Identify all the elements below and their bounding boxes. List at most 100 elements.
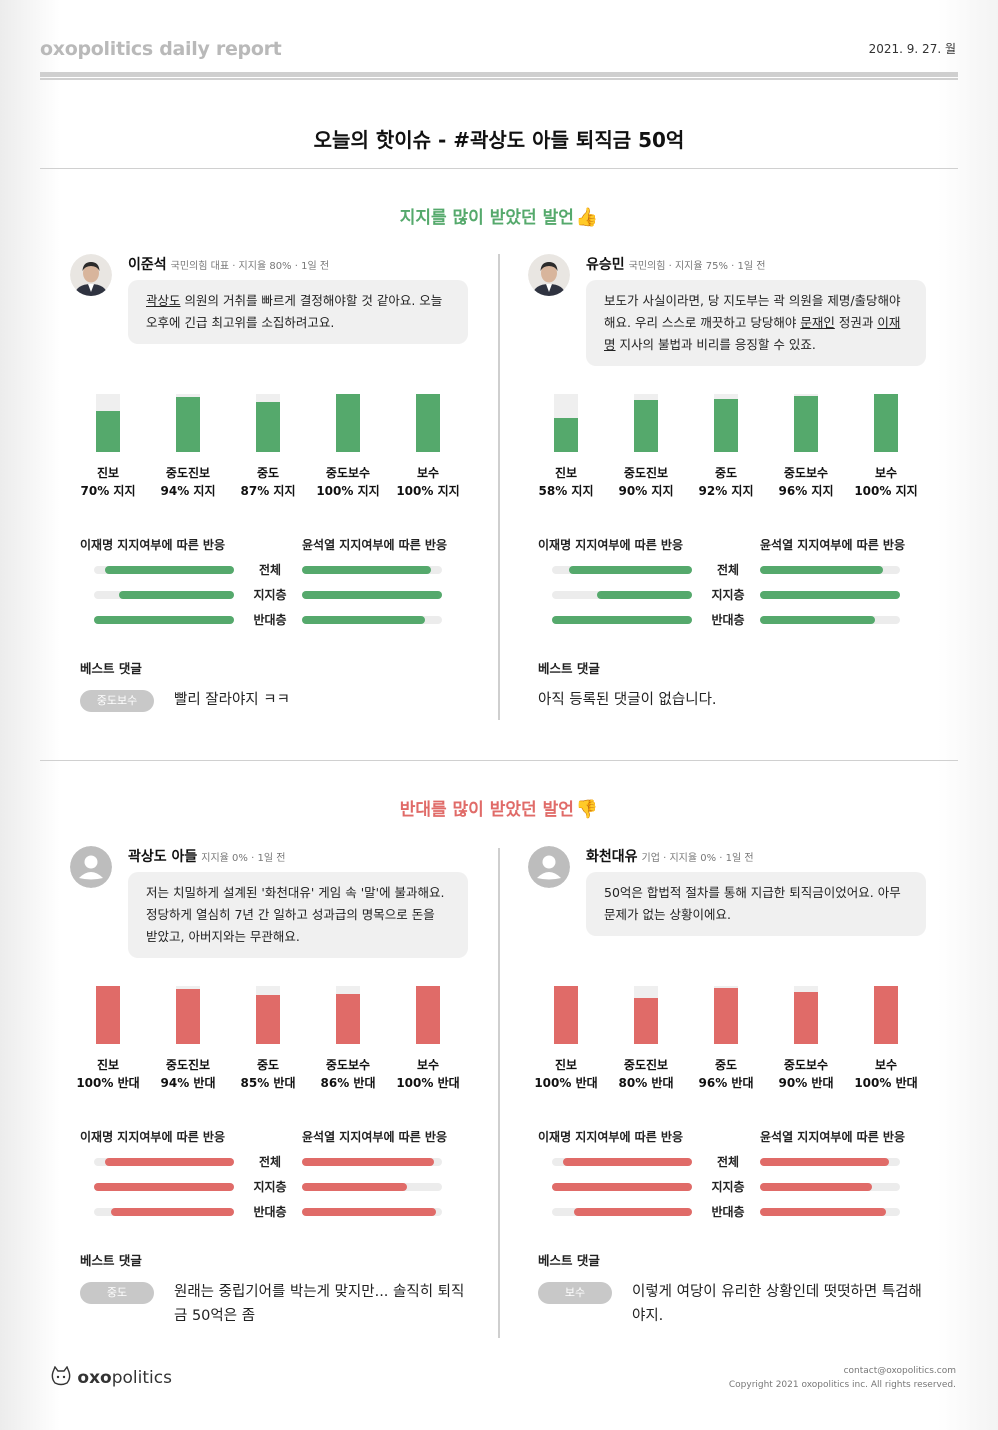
quote-bubble: 보도가 사실이라면, 당 지도부는 곽 의원을 제명/출당해야 해요. 우리 스…: [586, 280, 926, 366]
bar-label: 진보 100% 반대: [68, 1056, 148, 1092]
bar-value: 70% 지지: [80, 484, 136, 498]
yoon-reaction-title: 윤석열 지지여부에 따른 반응: [302, 538, 448, 552]
bar-group: 중도: [256, 1058, 280, 1072]
lee-reaction-title: 이재명 지지여부에 따른 반응: [80, 1130, 226, 1144]
lee-reaction-title: 이재명 지지여부에 따른 반응: [80, 538, 226, 552]
quote-keyword[interactable]: 이재명: [604, 315, 901, 352]
speaker-name[interactable]: 화천대유: [586, 849, 638, 865]
lee-reaction-title: 이재명 지지여부에 따른 반응: [538, 538, 684, 552]
bar-label: 보수 100% 지지: [388, 464, 468, 500]
bar-group: 중도보수: [325, 466, 371, 480]
bar-label: 중도보수 100% 지지: [308, 464, 388, 500]
reaction-row-label: 지지층: [253, 1180, 287, 1194]
bar-fill: [714, 988, 738, 1044]
bar-track: [256, 986, 280, 1044]
reaction-row-label: 반대층: [711, 613, 745, 627]
footer-logo[interactable]: oxopolitics: [50, 1365, 172, 1388]
lee-reaction-fill: [105, 566, 234, 574]
lee-reaction-bar: [552, 1208, 692, 1216]
yoon-reaction-bar: [760, 1208, 900, 1216]
bar-track: [874, 394, 898, 452]
yoon-reaction-fill: [302, 1158, 434, 1166]
speaker-name[interactable]: 곽상도 아들: [128, 849, 198, 865]
support-section-label: 지지를 많이 받았던 발언: [399, 208, 574, 228]
lee-reaction-bar: [552, 1158, 692, 1166]
bar-group: 진보: [96, 1058, 120, 1072]
title-divider: [40, 168, 958, 169]
bar-value: 100% 지지: [316, 484, 380, 498]
bar-track: [714, 986, 738, 1044]
bar-fill: [416, 986, 440, 1044]
lee-reaction-title: 이재명 지지여부에 따른 반응: [538, 1130, 684, 1144]
bar-track: [554, 986, 578, 1044]
lee-reaction-fill: [596, 591, 692, 599]
yoon-reaction-fill: [302, 1183, 407, 1191]
reaction-row-label: 지지층: [711, 588, 745, 602]
bar-label: 진보 70% 지지: [68, 464, 148, 500]
bar-label: 보수 100% 반대: [388, 1056, 468, 1092]
yoon-reaction-fill: [760, 566, 884, 574]
best-comment-title: 베스트 댓글: [80, 661, 142, 676]
no-comment-text: 아직 등록된 댓글이 없습니다.: [538, 692, 717, 708]
bar-value: 90% 지지: [618, 484, 674, 498]
lee-reaction-fill: [110, 1208, 234, 1216]
yoon-reaction-title: 윤석열 지지여부에 따른 반응: [302, 1130, 448, 1144]
reaction-row-label: 반대층: [253, 613, 287, 627]
header-divider: [40, 72, 958, 80]
yoon-reaction-fill: [760, 1158, 889, 1166]
comment-tag-badge: 보수: [538, 1282, 612, 1304]
speaker-name[interactable]: 이준석: [128, 257, 167, 273]
yoon-reaction-title: 윤석열 지지여부에 따른 반응: [760, 1130, 906, 1144]
lee-reaction-bar: [94, 591, 234, 599]
bar-value: 100% 반대: [396, 1076, 460, 1090]
best-comment-text: 원래는 중립기어를 박는게 맞지만... 솔직히 퇴직금 50억은 좀: [174, 1284, 465, 1324]
speaker-meta: 국민의힘 · 지지율 75% · 1일 전: [628, 261, 766, 272]
bar-label: 중도 92% 지지: [686, 464, 766, 500]
bar-group: 보수: [416, 466, 440, 480]
bar-track: [634, 986, 658, 1044]
quote-keyword[interactable]: 문재인: [800, 315, 835, 330]
quote-bubble: 저는 치밀하게 설계된 '화천대유' 게임 속 '말'에 불과해요. 정당하게 …: [128, 872, 468, 958]
bar-track: [96, 986, 120, 1044]
speaker-meta: 기업 · 지지율 0% · 1일 전: [641, 853, 754, 864]
yoon-reaction-fill: [760, 591, 900, 599]
bar-fill: [336, 394, 360, 452]
bar-track: [554, 394, 578, 452]
bar-fill: [714, 398, 738, 452]
bar-group: 보수: [874, 1058, 898, 1072]
reaction-row-label: 지지층: [711, 1180, 745, 1194]
lee-reaction-bar: [94, 566, 234, 574]
page-title: 오늘의 핫이슈 - #곽상도 아들 퇴직금 50억: [313, 128, 685, 152]
bar-track: [336, 986, 360, 1044]
bar-fill: [96, 986, 120, 1044]
comment-tag-badge: 중도: [80, 1282, 154, 1304]
copyright-text: Copyright 2021 oxopolitics inc. All righ…: [728, 1380, 956, 1390]
bar-track: [336, 394, 360, 452]
bar-value: 100% 반대: [534, 1076, 598, 1090]
lee-reaction-bar: [94, 616, 234, 624]
thumbs-down-icon: 👎: [575, 799, 599, 820]
reaction-row-label: 반대층: [253, 1205, 287, 1219]
oppose-section-label: 반대를 많이 받았던 발언: [399, 800, 574, 820]
bar-value: 100% 지지: [396, 484, 460, 498]
quote-text: 저는 치밀하게 설계된 '화천대유' 게임 속 '말'에 불과해요. 정당하게 …: [146, 885, 445, 944]
quote-text: 보도가 사실이라면, 당 지도부는 곽 의원을 제명/출당해야 해요. 우리 스…: [604, 293, 901, 330]
quote-keyword[interactable]: 곽상도: [146, 293, 181, 308]
lee-reaction-bar: [552, 616, 692, 624]
bar-track: [874, 986, 898, 1044]
oppose-column-divider: [498, 848, 500, 1338]
speaker-name[interactable]: 유승민: [586, 257, 625, 273]
bar-label: 진보 58% 지지: [526, 464, 606, 500]
bar-group: 중도진보: [165, 466, 211, 480]
bar-label: 진보 100% 반대: [526, 1056, 606, 1092]
bar-value: 87% 지지: [240, 484, 296, 498]
yoon-reaction-bar: [760, 1158, 900, 1166]
lee-reaction-bar: [552, 591, 692, 599]
speaker-line: 곽상도 아들 지지율 0% · 1일 전: [128, 846, 285, 866]
bar-label: 보수 100% 반대: [846, 1056, 926, 1092]
yoon-reaction-fill: [302, 1208, 437, 1216]
contact-email[interactable]: contact@oxopolitics.com: [843, 1366, 956, 1376]
bar-label: 중도 85% 반대: [228, 1056, 308, 1092]
bar-track: [256, 394, 280, 452]
